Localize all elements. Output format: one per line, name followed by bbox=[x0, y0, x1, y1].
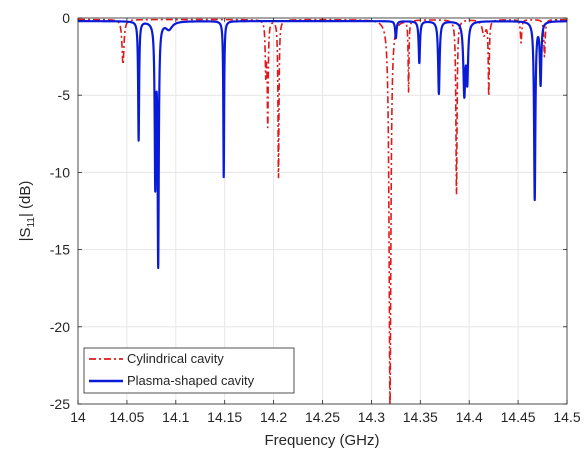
x-tick-label: 14.4 bbox=[456, 409, 483, 425]
x-tick-label: 14.3 bbox=[358, 409, 385, 425]
x-tick-label: 14.05 bbox=[109, 409, 144, 425]
y-axis-label: |S11| (dB) bbox=[17, 181, 37, 242]
y-tick-label: -15 bbox=[50, 242, 70, 258]
legend-label-cylindrical: Cylindrical cavity bbox=[127, 351, 224, 366]
legend-label-plasma: Plasma-shaped cavity bbox=[127, 373, 255, 388]
tick-labels: 14 14.05 14.1 14.15 14.2 14.25 14.3 14.35 14.4 14… bbox=[50, 10, 581, 425]
x-tick-label: 14.1 bbox=[162, 409, 189, 425]
y-tick-label: -10 bbox=[50, 164, 70, 180]
x-tick-label: 14 bbox=[70, 409, 86, 425]
x-tick-label: 14.25 bbox=[305, 409, 340, 425]
x-tick-label: 14.2 bbox=[260, 409, 287, 425]
x-tick-label: 14.5 bbox=[553, 409, 580, 425]
x-axis-label: Frequency (GHz) bbox=[264, 432, 379, 449]
legend: Cylindrical cavity Plasma-shaped cavity bbox=[83, 347, 295, 394]
y-tick-label: -5 bbox=[58, 87, 71, 103]
x-tick-label: 14.35 bbox=[403, 409, 438, 425]
y-tick-label: -20 bbox=[50, 319, 70, 335]
x-tick-label: 14.15 bbox=[207, 409, 242, 425]
x-tick-label: 14.45 bbox=[501, 409, 536, 425]
legend-box bbox=[83, 347, 295, 394]
y-tick-label: -25 bbox=[50, 396, 70, 412]
y-tick-label: 0 bbox=[62, 10, 70, 26]
